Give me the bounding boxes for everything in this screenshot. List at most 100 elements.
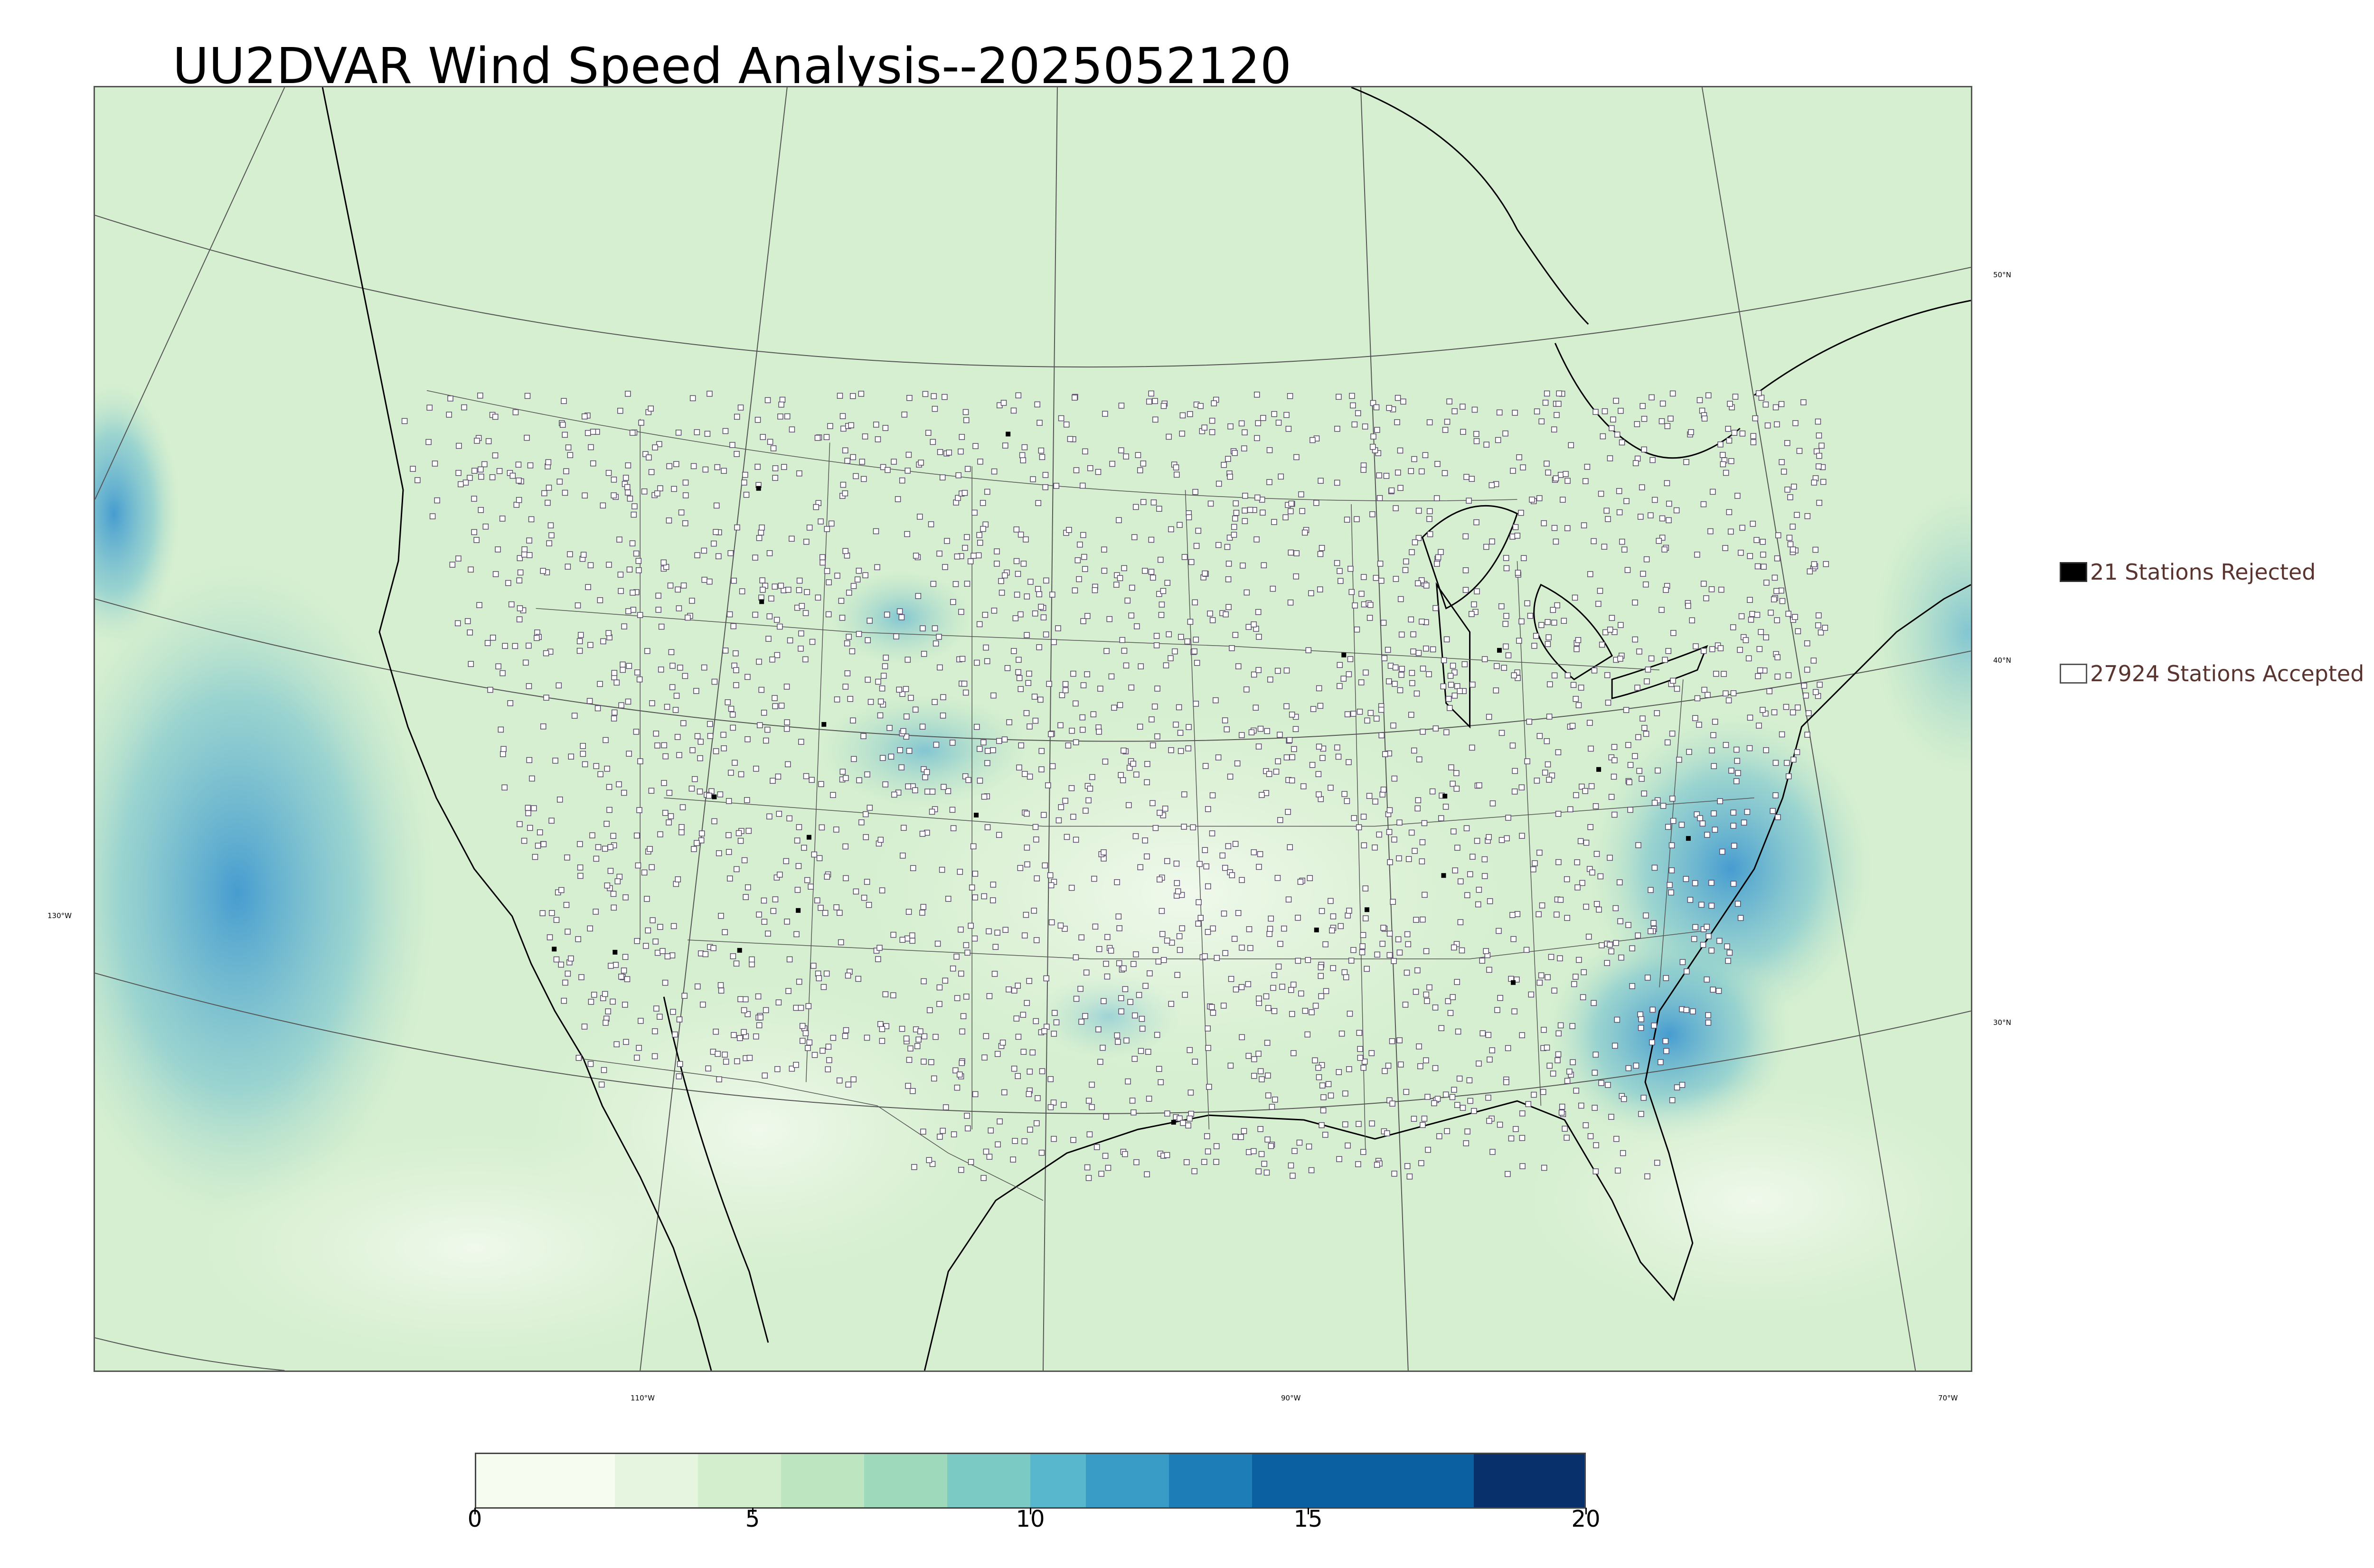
- station-accepted-marker: [455, 469, 462, 476]
- station-accepted-marker: [1419, 619, 1425, 625]
- station-accepted-marker: [873, 422, 879, 428]
- station-accepted-marker: [962, 773, 969, 779]
- station-accepted-marker: [722, 1052, 728, 1058]
- station-accepted-marker: [1731, 843, 1737, 849]
- station-accepted-marker: [899, 937, 906, 943]
- station-accepted-marker: [899, 477, 905, 484]
- station-accepted-marker: [1555, 749, 1562, 755]
- station-accepted-marker: [1564, 1135, 1570, 1141]
- station-accepted-marker: [1101, 546, 1107, 553]
- station-accepted-marker: [1469, 476, 1475, 482]
- station-accepted-marker: [1790, 756, 1797, 763]
- station-accepted-marker: [936, 634, 942, 640]
- station-accepted-marker: [1266, 447, 1273, 453]
- station-accepted-marker: [1073, 700, 1079, 707]
- station-accepted-marker: [950, 965, 956, 972]
- station-accepted-marker: [1764, 422, 1771, 429]
- station-accepted-marker: [967, 558, 974, 564]
- station-accepted-marker: [1453, 786, 1460, 792]
- station-accepted-marker: [1768, 610, 1774, 616]
- station-accepted-marker: [1700, 942, 1706, 948]
- station-accepted-marker: [1299, 508, 1305, 514]
- station-accepted-marker: [822, 910, 829, 916]
- graticule: [95, 87, 1971, 1371]
- wind-speed-map[interactable]: [94, 86, 1972, 1372]
- station-accepted-marker: [1617, 918, 1623, 924]
- station-accepted-marker: [911, 1164, 917, 1170]
- station-accepted-marker: [1415, 650, 1422, 656]
- station-accepted-marker: [643, 943, 649, 949]
- station-rejected-marker: [1006, 432, 1011, 437]
- station-accepted-marker: [1344, 516, 1350, 523]
- station-accepted-marker: [516, 577, 523, 583]
- station-accepted-marker: [1502, 620, 1509, 627]
- station-accepted-marker: [891, 459, 897, 465]
- station-accepted-marker: [1293, 550, 1300, 556]
- station-accepted-marker: [767, 439, 773, 445]
- station-accepted-marker: [1097, 685, 1103, 692]
- station-accepted-marker: [1442, 804, 1449, 810]
- station-accepted-marker: [1614, 432, 1620, 438]
- station-accepted-marker: [733, 682, 739, 688]
- station-accepted-marker: [1486, 834, 1492, 840]
- station-accepted-marker: [1685, 602, 1691, 609]
- station-accepted-marker: [1815, 622, 1821, 629]
- station-accepted-marker: [1753, 537, 1760, 543]
- station-accepted-marker: [614, 878, 621, 884]
- station-accepted-marker: [1177, 1115, 1183, 1122]
- station-accepted-marker: [772, 465, 779, 471]
- station-accepted-marker: [1679, 1081, 1686, 1088]
- station-accepted-marker: [1205, 1045, 1211, 1051]
- station-accepted-marker: [845, 972, 851, 979]
- station-accepted-marker: [994, 1051, 1001, 1057]
- station-accepted-marker: [1669, 731, 1676, 737]
- station-accepted-marker: [587, 642, 594, 648]
- colorbar-segment: [614, 1454, 698, 1507]
- station-accepted-marker: [1123, 453, 1129, 460]
- station-accepted-marker: [1283, 754, 1290, 761]
- station-accepted-marker: [1779, 459, 1785, 465]
- station-accepted-marker: [1410, 648, 1416, 655]
- station-accepted-marker: [1360, 467, 1366, 473]
- station-accepted-marker: [1618, 954, 1624, 961]
- station-accepted-marker: [744, 797, 750, 803]
- station-accepted-marker: [1377, 561, 1384, 567]
- station-accepted-marker: [608, 963, 614, 969]
- station-accepted-marker: [1766, 688, 1772, 695]
- station-accepted-marker: [1253, 536, 1260, 543]
- station-accepted-marker: [901, 825, 907, 831]
- station-accepted-marker: [1144, 1171, 1150, 1177]
- station-accepted-marker: [1547, 681, 1553, 687]
- station-rejected-marker: [1497, 648, 1502, 653]
- station-accepted-marker: [1610, 416, 1616, 423]
- station-accepted-marker: [1783, 704, 1790, 710]
- station-accepted-marker: [1017, 686, 1024, 692]
- station-accepted-marker: [958, 970, 964, 977]
- gulf-atlantic-coast: [923, 584, 1971, 1371]
- station-accepted-marker: [682, 479, 689, 486]
- station-accepted-marker: [500, 751, 506, 757]
- station-accepted-marker: [772, 703, 778, 709]
- station-accepted-marker: [1496, 409, 1503, 416]
- station-accepted-marker: [1035, 500, 1042, 506]
- station-accepted-marker: [627, 496, 633, 502]
- station-accepted-marker: [600, 638, 606, 645]
- station-accepted-marker: [796, 470, 802, 477]
- station-accepted-marker: [1692, 924, 1698, 930]
- station-accepted-marker: [904, 714, 910, 720]
- station-accepted-marker: [896, 608, 903, 614]
- station-accepted-marker: [776, 811, 782, 817]
- station-accepted-marker: [1651, 1023, 1657, 1029]
- station-accepted-marker: [778, 401, 784, 408]
- station-rejected-marker: [974, 813, 979, 817]
- station-accepted-marker: [1270, 585, 1276, 592]
- station-accepted-marker: [1174, 972, 1180, 978]
- station-accepted-marker: [1101, 568, 1108, 574]
- station-accepted-marker: [1144, 779, 1150, 786]
- station-accepted-marker: [1254, 435, 1260, 441]
- station-accepted-marker: [1603, 507, 1610, 514]
- station-accepted-marker: [1065, 742, 1072, 749]
- station-accepted-marker: [1286, 737, 1293, 743]
- station-accepted-marker: [991, 608, 998, 614]
- station-accepted-marker: [1322, 941, 1328, 948]
